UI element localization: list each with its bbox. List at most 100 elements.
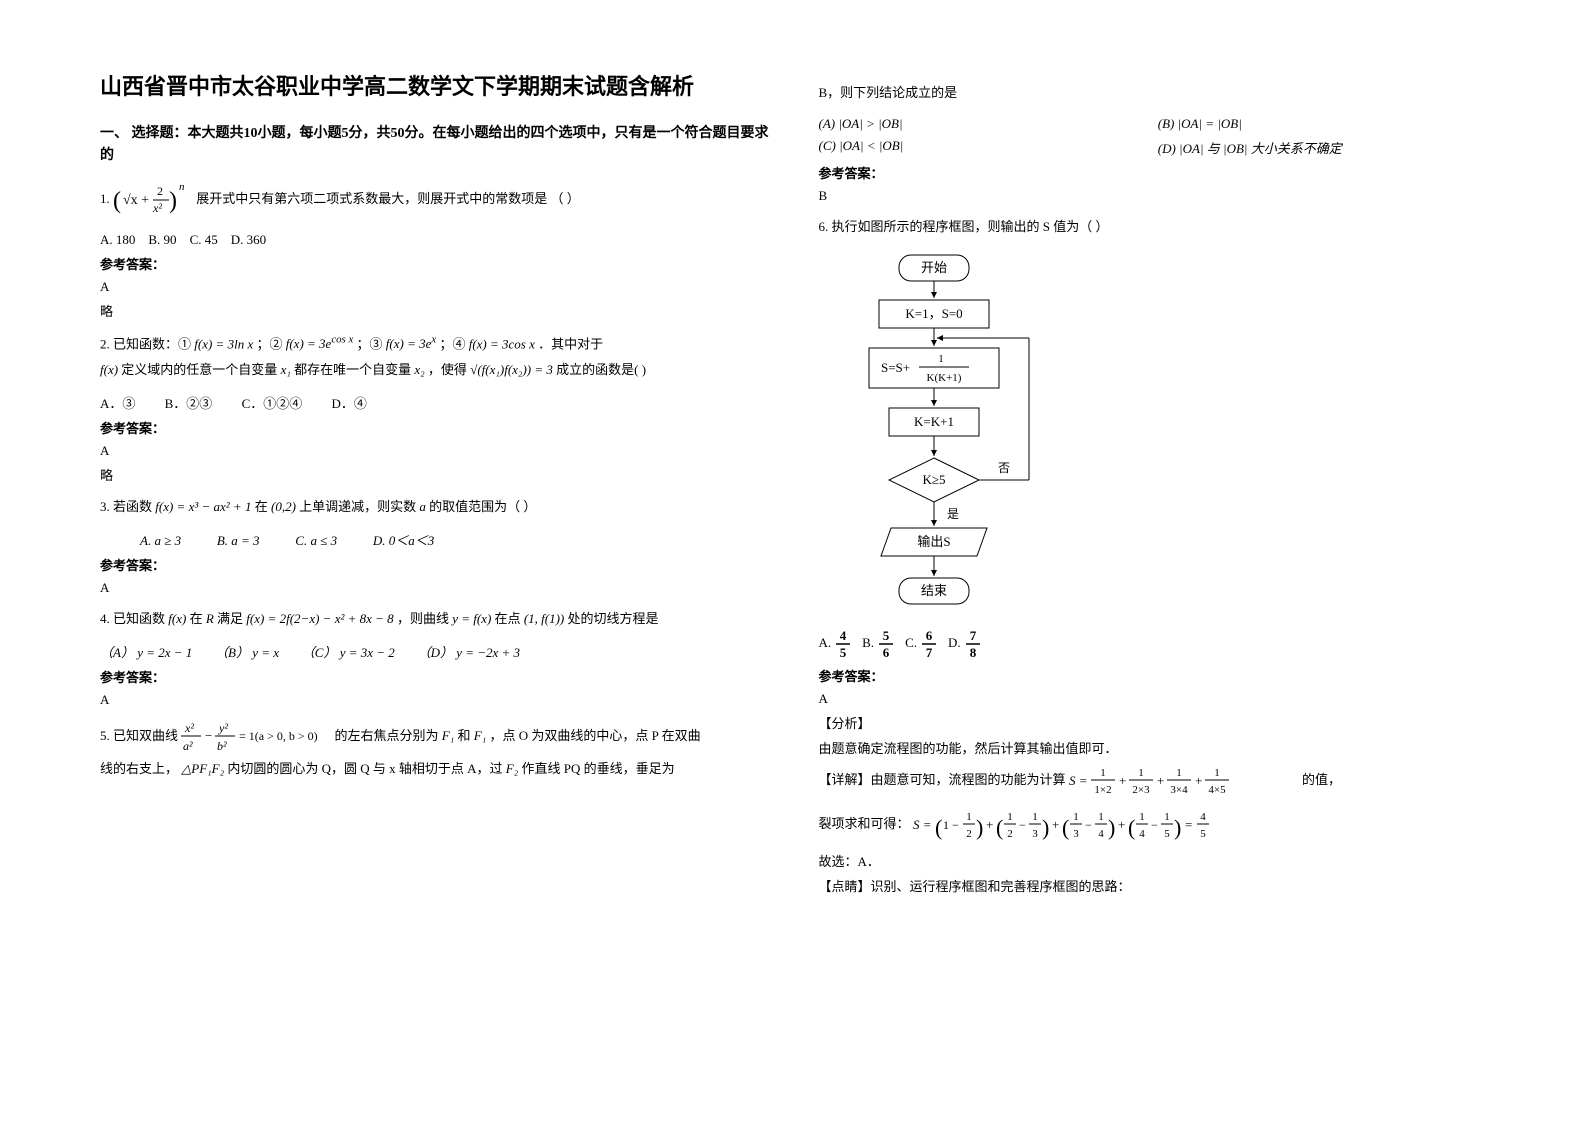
svg-text:(: ( — [996, 815, 1003, 840]
q2-f2: f(x) = 3ecos x — [286, 336, 354, 351]
q6-analysis-h: 【分析】 — [819, 713, 1498, 732]
q2-ans-label: 参考答案： — [100, 418, 779, 437]
svg-text:是: 是 — [947, 507, 959, 521]
svg-text:=: = — [1185, 817, 1192, 832]
svg-text:S =: S = — [1069, 773, 1088, 788]
svg-text:4: 4 — [1200, 811, 1206, 823]
q4-yfx: y = f(x) — [452, 611, 491, 626]
q3-mid: 在 — [255, 499, 268, 514]
q2-l2c: ，使得 — [428, 362, 467, 377]
svg-text:a²: a² — [183, 739, 193, 753]
q5-F2: F₁ — [474, 728, 486, 743]
svg-text:2: 2 — [157, 184, 163, 198]
svg-text:1: 1 — [1176, 767, 1182, 779]
q2-options: A．③ B．②③ C．①②④ D．④ — [100, 393, 779, 412]
svg-text:n: n — [179, 181, 185, 193]
q1-options: A. 180 B. 90 C. 45 D. 360 — [100, 232, 779, 248]
question-3: 3. 若函数 f(x) = x³ − ax² + 1 在 (0,2) 上单调递减… — [100, 494, 779, 520]
question-1: 1. ( √x + 2 x² ) n 展开式中只有第六项二项式系数最大，则展开式… — [100, 178, 779, 222]
q3-opt-b: B. a = 3 — [217, 533, 260, 548]
q6-detail-h: 【详解】由题意可知，流程图的功能为计算 — [819, 772, 1066, 787]
q4-m2: 满足 — [217, 611, 243, 626]
q5-hyperbola: x² a² − y² b² = 1(a > 0, b > 0) — [181, 718, 331, 756]
q6-frac-a: 4 5 — [834, 628, 852, 660]
q1-ans-label: 参考答案： — [100, 254, 779, 273]
svg-text:(: ( — [1128, 815, 1135, 840]
svg-text:+: + — [986, 817, 993, 832]
q4-opt-d: （D） y = −2x + 3 — [418, 645, 521, 660]
q2-prefix: 2. 已知函数：① — [100, 336, 191, 351]
q5-tri: △PF₁F₂ — [181, 761, 224, 776]
q2-opt-b: B．②③ — [165, 396, 213, 411]
q5-l2b: 内切圆的圆心为 Q，圆 Q 与 x 轴相切于点 A，过 — [227, 761, 502, 776]
q5-cont: B，则下列结论成立的是 — [819, 80, 1498, 106]
q5-l2c: 作直线 PQ 的垂线，垂足为 — [522, 761, 675, 776]
svg-text:输出S: 输出S — [917, 534, 950, 549]
svg-text:8: 8 — [970, 645, 977, 660]
q2-opt-c: C．①②④ — [242, 396, 303, 411]
q6-split: 裂项求和可得： S = ( 1 − 1 2 ) + ( 1 2 − 1 3 ) … — [819, 805, 1498, 845]
svg-text:4: 4 — [1098, 828, 1104, 840]
q2-opt-d: D．④ — [331, 396, 366, 411]
q3-opt-d: D. 0＜a＜3 — [373, 533, 434, 548]
svg-text:5: 5 — [1164, 828, 1170, 840]
svg-text:4×5: 4×5 — [1208, 784, 1226, 796]
svg-text:+: + — [1052, 817, 1059, 832]
q3-tail: 上单调递减，则实数 — [299, 499, 416, 514]
question-4: 4. 已知函数 f(x) 在 R 满足 f(x) = 2f(2−x) − x² … — [100, 606, 779, 632]
svg-text:√x +: √x + — [123, 193, 149, 208]
q5-F1: F₁ — [442, 728, 454, 743]
svg-text:S=S+: S=S+ — [881, 360, 910, 375]
q2-l2b: 都存在唯一个自变量 — [294, 362, 411, 377]
q6-analysis: 由题意确定流程图的功能，然后计算其输出值即可． — [819, 738, 1498, 757]
question-2: 2. 已知函数：① f(x) = 3ln x ；② f(x) = 3ecos x… — [100, 330, 779, 383]
svg-text:): ) — [976, 815, 983, 840]
q6-frac-c: 6 7 — [920, 628, 938, 660]
svg-text:): ) — [169, 188, 177, 214]
svg-text:4: 4 — [1139, 828, 1145, 840]
svg-text:3: 3 — [1032, 828, 1038, 840]
svg-text:(: ( — [935, 815, 942, 840]
svg-text:4: 4 — [840, 628, 847, 643]
svg-text:1: 1 — [1214, 767, 1220, 779]
q6-split-h: 裂项求和可得： — [819, 816, 910, 831]
q4-R: R — [206, 611, 214, 626]
svg-text:否: 否 — [997, 461, 1009, 475]
page-title: 山西省晋中市太谷职业中学高二数学文下学期期末试题含解析 — [100, 70, 779, 103]
q5-opt-c: (C) |OA| < |OB| — [819, 138, 904, 153]
q4-ans: A — [100, 692, 779, 708]
q3-a: a — [419, 499, 426, 514]
svg-text:(: ( — [1062, 815, 1069, 840]
q4-tail: 处的切线方程是 — [568, 611, 659, 626]
q4-fx: f(x) — [168, 611, 186, 626]
q2-sqrt: √(f(x₁)f(x₂)) = 3 — [470, 362, 553, 377]
q2-m3: ；④ — [439, 336, 465, 351]
svg-text:−: − — [1151, 818, 1158, 832]
svg-text:): ) — [1042, 815, 1049, 840]
svg-text:开始: 开始 — [920, 260, 946, 275]
q2-x1: x₁ — [281, 362, 291, 377]
q6-opt-d-label: D. — [948, 635, 961, 650]
q2-f1: f(x) = 3ln x — [194, 336, 253, 351]
svg-text:7: 7 — [926, 645, 933, 660]
q4-m4: 在点 — [495, 611, 521, 626]
q6-tip: 【点睛】识别、运行程序框图和完善程序框图的思路： — [819, 876, 1498, 895]
q5-m1: 的左右焦点分别为 — [335, 728, 439, 743]
svg-text:5: 5 — [1200, 828, 1206, 840]
svg-text:(: ( — [113, 188, 121, 214]
q6-ans: A — [819, 691, 1498, 707]
q5-opt-b: (B) |OA| = |OB| — [1158, 116, 1242, 131]
svg-text:1: 1 — [1073, 811, 1079, 823]
svg-text:+: + — [1118, 817, 1125, 832]
q5-prefix: 5. 已知双曲线 — [100, 728, 178, 743]
q2-opt-a: A．③ — [100, 396, 135, 411]
q4-feq: f(x) = 2f(2−x) − x² + 8x − 8 — [246, 611, 393, 626]
q2-tail: ．其中对于 — [538, 336, 603, 351]
q2-note: 略 — [100, 465, 779, 484]
q6-sum-formula: S = 1 1×2 + 1 2×3 + 1 3×4 + 1 4×5 — [1069, 763, 1299, 799]
q5-F2b: F₂ — [506, 761, 518, 776]
question-6: 6. 执行如图所示的程序框图，则输出的 S 值为（ ） — [819, 214, 1498, 240]
q4-prefix: 4. 已知函数 — [100, 611, 165, 626]
q2-m2: ；③ — [357, 336, 383, 351]
q3-opt-a: A. a ≥ 3 — [140, 533, 181, 548]
